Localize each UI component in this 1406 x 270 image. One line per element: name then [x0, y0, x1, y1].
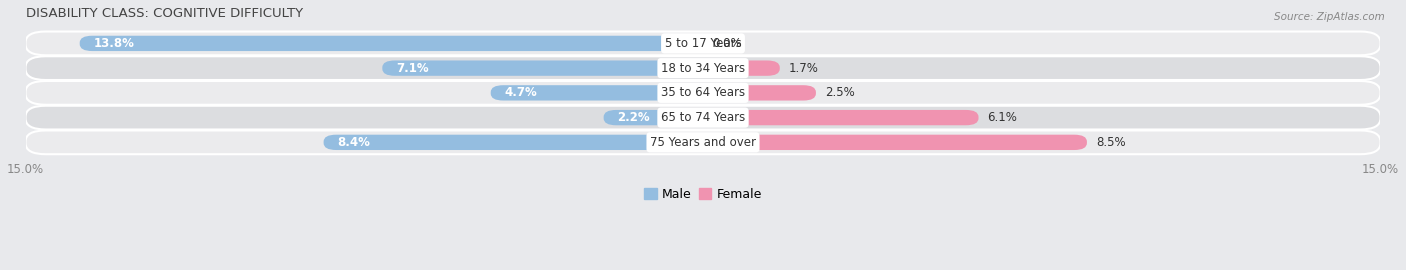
Text: 1.7%: 1.7%	[789, 62, 818, 75]
Text: 0.0%: 0.0%	[711, 37, 741, 50]
Text: 75 Years and over: 75 Years and over	[650, 136, 756, 149]
Text: 5 to 17 Years: 5 to 17 Years	[665, 37, 741, 50]
Text: DISABILITY CLASS: COGNITIVE DIFFICULTY: DISABILITY CLASS: COGNITIVE DIFFICULTY	[25, 7, 302, 20]
Text: 35 to 64 Years: 35 to 64 Years	[661, 86, 745, 99]
Text: 4.7%: 4.7%	[505, 86, 537, 99]
FancyBboxPatch shape	[25, 56, 1381, 80]
FancyBboxPatch shape	[25, 32, 1381, 55]
Text: 2.5%: 2.5%	[825, 86, 855, 99]
Legend: Male, Female: Male, Female	[640, 183, 766, 206]
FancyBboxPatch shape	[703, 85, 815, 100]
FancyBboxPatch shape	[323, 135, 703, 150]
Text: 6.1%: 6.1%	[987, 111, 1018, 124]
FancyBboxPatch shape	[703, 60, 780, 76]
FancyBboxPatch shape	[382, 60, 703, 76]
FancyBboxPatch shape	[25, 81, 1381, 105]
Text: 18 to 34 Years: 18 to 34 Years	[661, 62, 745, 75]
FancyBboxPatch shape	[703, 110, 979, 125]
Text: 13.8%: 13.8%	[93, 37, 134, 50]
Text: 8.5%: 8.5%	[1095, 136, 1126, 149]
FancyBboxPatch shape	[603, 110, 703, 125]
FancyBboxPatch shape	[491, 85, 703, 100]
FancyBboxPatch shape	[25, 130, 1381, 154]
Text: 8.4%: 8.4%	[337, 136, 370, 149]
FancyBboxPatch shape	[80, 36, 703, 51]
Text: 65 to 74 Years: 65 to 74 Years	[661, 111, 745, 124]
Text: 7.1%: 7.1%	[396, 62, 429, 75]
Text: Source: ZipAtlas.com: Source: ZipAtlas.com	[1274, 12, 1385, 22]
FancyBboxPatch shape	[703, 135, 1087, 150]
Text: 2.2%: 2.2%	[617, 111, 650, 124]
FancyBboxPatch shape	[25, 106, 1381, 130]
